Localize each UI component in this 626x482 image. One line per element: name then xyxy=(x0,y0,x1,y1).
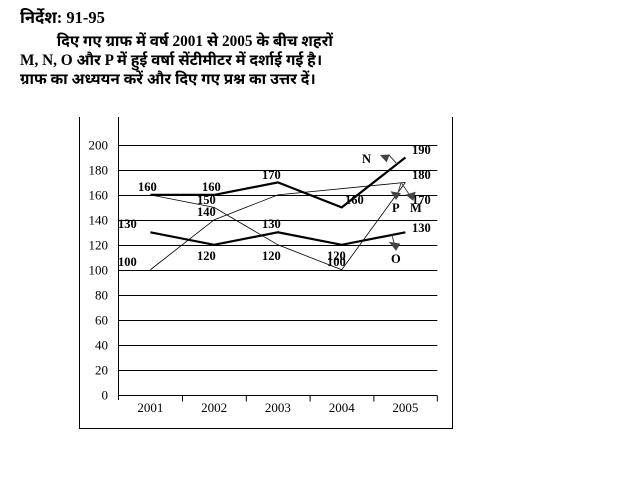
svg-text:200: 200 xyxy=(89,138,109,153)
svg-text:N: N xyxy=(362,152,371,166)
svg-text:O: O xyxy=(391,252,401,266)
svg-text:160: 160 xyxy=(202,180,221,194)
svg-text:140: 140 xyxy=(89,213,109,228)
svg-text:140: 140 xyxy=(197,205,216,219)
svg-text:2003: 2003 xyxy=(265,400,291,415)
svg-text:20: 20 xyxy=(95,363,108,378)
svg-text:M: M xyxy=(410,201,422,215)
svg-text:170: 170 xyxy=(262,168,281,182)
svg-text:2002: 2002 xyxy=(201,400,227,415)
svg-text:160: 160 xyxy=(138,180,157,194)
svg-text:180: 180 xyxy=(412,168,431,182)
svg-text:130: 130 xyxy=(118,217,137,231)
svg-text:P: P xyxy=(392,201,400,215)
svg-text:2004: 2004 xyxy=(329,400,356,415)
svg-text:60: 60 xyxy=(95,313,108,328)
svg-text:2005: 2005 xyxy=(392,400,418,415)
svg-text:100: 100 xyxy=(327,255,346,269)
svg-text:100: 100 xyxy=(118,255,137,269)
svg-text:80: 80 xyxy=(95,288,108,303)
svg-text:120: 120 xyxy=(89,238,109,253)
svg-text:120: 120 xyxy=(197,249,216,263)
svg-text:120: 120 xyxy=(262,249,281,263)
svg-text:2001: 2001 xyxy=(137,400,163,415)
svg-text:190: 190 xyxy=(412,143,431,157)
svg-text:160: 160 xyxy=(345,193,364,207)
svg-text:130: 130 xyxy=(262,217,281,231)
svg-text:180: 180 xyxy=(89,163,109,178)
svg-text:0: 0 xyxy=(102,388,109,403)
svg-text:100: 100 xyxy=(89,263,109,278)
svg-text:130: 130 xyxy=(412,221,431,235)
svg-text:160: 160 xyxy=(89,188,109,203)
svg-text:40: 40 xyxy=(95,338,108,353)
